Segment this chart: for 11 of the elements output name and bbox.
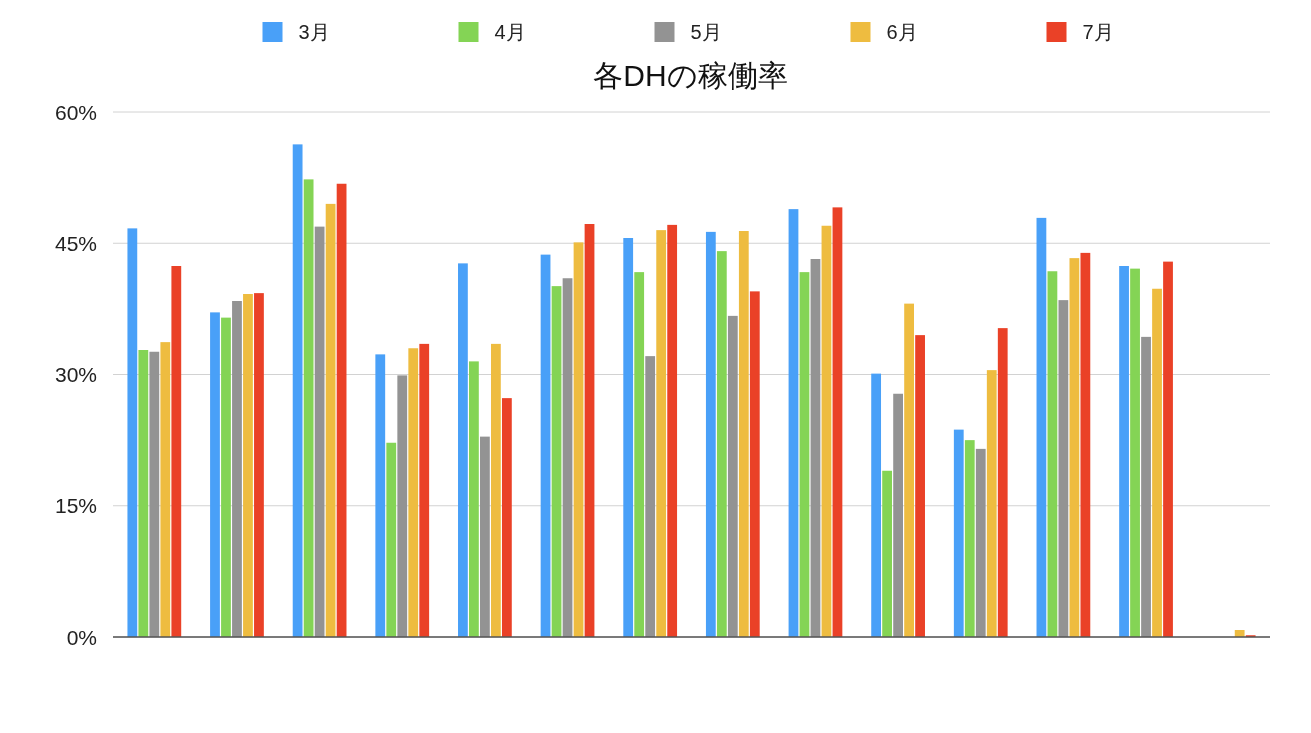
legend-label: 7月 <box>1082 21 1114 43</box>
legend-label: 4月 <box>494 21 526 43</box>
y-tick-label: 60% <box>54 100 97 124</box>
y-tick-label: 15% <box>54 494 97 518</box>
chart-title: 各DHの稼働率 <box>593 59 788 92</box>
legend-label: 5月 <box>690 21 722 43</box>
legend-label: 6月 <box>886 21 918 43</box>
legend-label: 3月 <box>298 21 330 43</box>
y-tick-label: 30% <box>54 363 97 386</box>
y-tick-label: 0% <box>66 625 97 649</box>
y-tick-label: 45% <box>54 231 97 255</box>
